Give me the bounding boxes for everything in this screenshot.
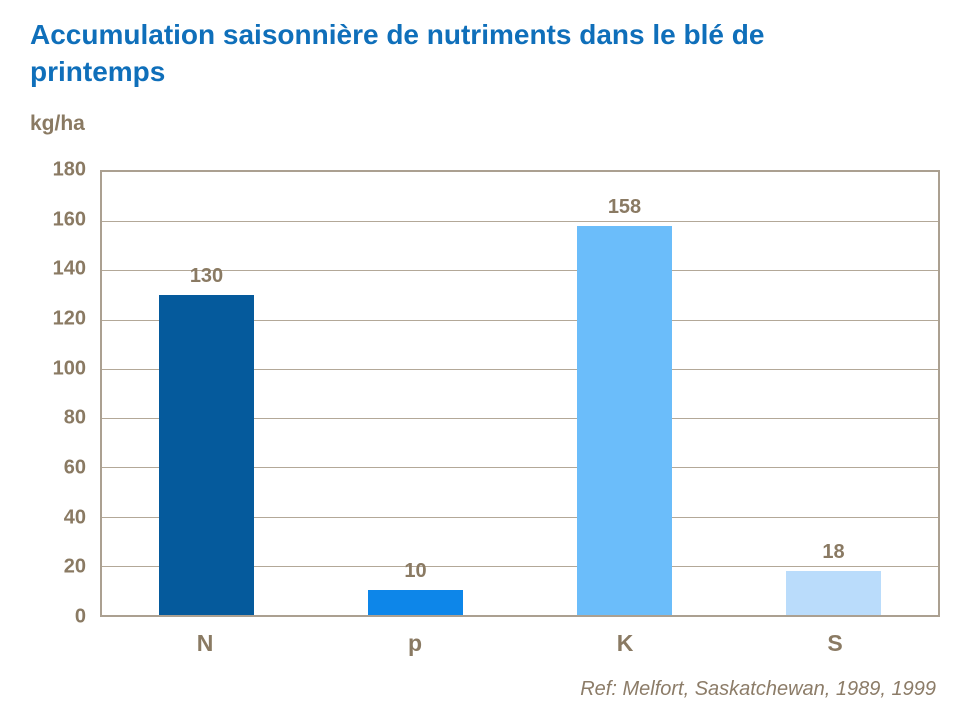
gridline <box>102 368 938 370</box>
bar-K: 158 <box>577 196 672 615</box>
bar-slot: 130 <box>102 172 311 615</box>
y-tick-label: 140 <box>52 257 86 280</box>
y-tick-label: 40 <box>63 506 86 529</box>
plot-area: 130 10 158 18 <box>100 170 940 617</box>
bar-slot: 158 <box>520 172 729 615</box>
chart-title: Accumulation saisonnière de nutriments d… <box>30 19 765 87</box>
gridline <box>102 319 938 321</box>
y-tick-label: 120 <box>52 307 86 330</box>
gridline <box>102 270 938 272</box>
gridline <box>102 565 938 567</box>
y-tick-label: 100 <box>52 357 86 380</box>
bar-N: 130 <box>159 265 254 615</box>
bar-p: 10 <box>368 560 463 615</box>
x-category-label-p: p <box>407 630 423 656</box>
x-category-label-N: N <box>196 630 214 656</box>
bar-value-label: 158 <box>607 196 642 219</box>
gridline <box>102 467 938 469</box>
x-category-label-S: S <box>827 630 843 656</box>
y-tick-label: 0 <box>74 605 86 628</box>
bar-S: 18 <box>786 541 881 615</box>
y-tick-label: 180 <box>52 158 86 181</box>
y-tick-label: 60 <box>63 456 86 479</box>
gridline <box>102 418 938 420</box>
y-axis-unit-label: kg/ha <box>30 112 85 135</box>
y-tick-label: 80 <box>63 406 86 429</box>
reference-citation: Ref: Melfort, Saskatchewan, 1989, 1999 <box>580 678 936 700</box>
y-axis: 0 20 40 60 80 100 120 140 160 180 <box>0 159 86 628</box>
bar-value-label: 10 <box>404 560 427 583</box>
bar-slot: 10 <box>311 172 520 615</box>
bar-value-label: 18 <box>822 540 845 563</box>
bar-value-label: 130 <box>189 265 224 288</box>
y-tick-label: 160 <box>52 208 86 231</box>
gridline <box>102 516 938 518</box>
x-category-label-K: K <box>616 630 634 656</box>
bar-slot: 18 <box>729 172 938 615</box>
gridline <box>102 221 938 223</box>
y-tick-label: 20 <box>63 555 86 578</box>
